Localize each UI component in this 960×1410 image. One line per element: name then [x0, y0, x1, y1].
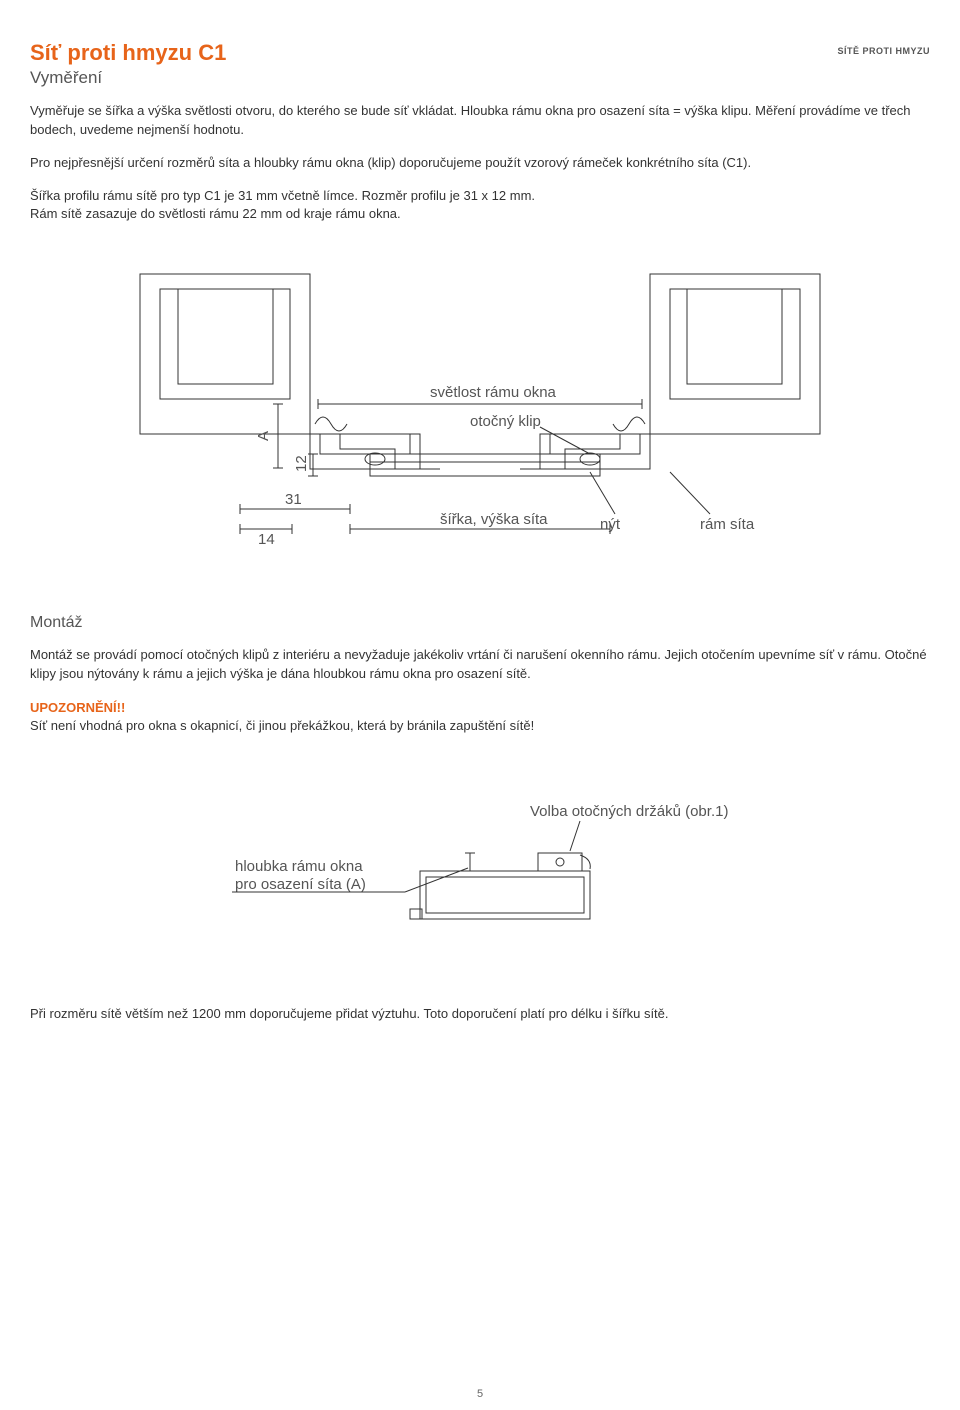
label-hloubka1: hloubka rámu okna [235, 858, 363, 875]
label-hloubka2: pro osazení síta (A) [235, 876, 366, 893]
label-svetlost: světlost rámu okna [430, 384, 557, 401]
label-31: 31 [285, 491, 302, 508]
warning-label: UPOZORNĚNÍ!! [30, 700, 930, 715]
heading-montaz: Montáž [30, 614, 930, 632]
label-nyt: nýt [600, 516, 621, 533]
label-klip: otočný klip [470, 413, 541, 430]
label-A: A [255, 431, 272, 441]
label-volba: Volba otočných držáků (obr.1) [530, 803, 728, 820]
paragraph-2: Pro nejpřesnější určení rozměrů síta a h… [30, 154, 930, 173]
page-title: Síť proti hmyzu C1 [30, 40, 930, 66]
diagram-clip-detail: Volba otočných držáků (obr.1) hloubka rá… [30, 796, 930, 966]
subtitle-vymereni: Vyměření [30, 68, 930, 88]
label-14: 14 [258, 531, 275, 548]
paragraph-4: Rám sítě zasazuje do světlosti rámu 22 m… [30, 205, 930, 224]
footer-note: Při rozměru sítě větším než 1200 mm dopo… [30, 1006, 930, 1021]
header-section-label: SÍTĚ PROTI HMYZU [837, 46, 930, 56]
montaz-p1: Montáž se provádí pomocí otočných klipů … [30, 646, 930, 684]
label-ram-sita: rám síta [700, 516, 755, 533]
diagram-cross-section: světlost rámu okna otočný klip A 12 31 1… [30, 254, 930, 574]
paragraph-3: Šířka profilu rámu sítě pro typ C1 je 31… [30, 187, 930, 206]
page-number: 5 [0, 1388, 960, 1400]
warning-text: Síť není vhodná pro okna s okapnicí, či … [30, 717, 930, 736]
label-sirka: šířka, výška síta [440, 511, 548, 528]
label-12: 12 [293, 456, 310, 473]
paragraph-1: Vyměřuje se šířka a výška světlosti otvo… [30, 102, 930, 140]
